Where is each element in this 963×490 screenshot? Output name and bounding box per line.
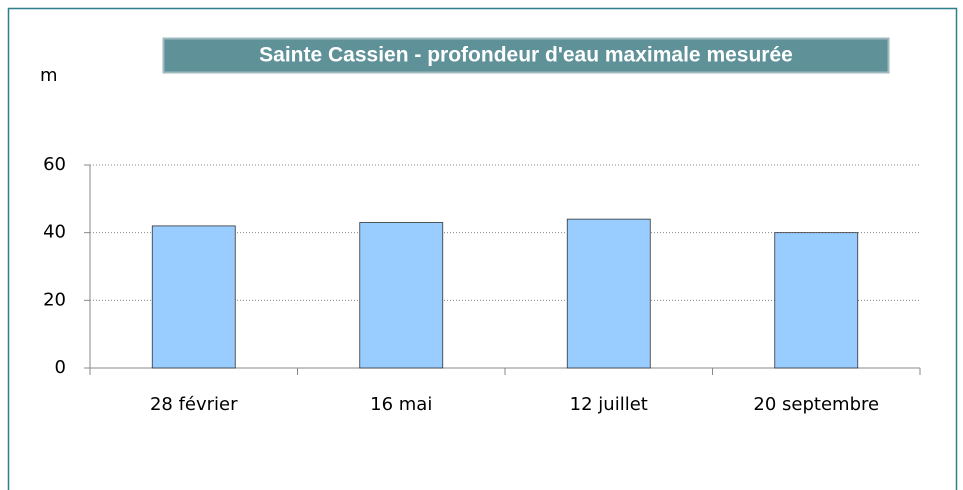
x-tick-label: 20 septembre — [753, 394, 879, 415]
y-axis-label: m — [40, 65, 58, 86]
x-tick-label: 12 juillet — [570, 394, 648, 415]
y-tick-label: 60 — [43, 154, 66, 175]
x-tick-label: 16 mai — [370, 394, 432, 415]
title-box — [162, 37, 890, 74]
y-tick-label: 40 — [43, 222, 66, 243]
y-tick-label: 0 — [55, 357, 66, 378]
y-tick-label: 20 — [43, 289, 66, 310]
chart-title: Sainte Cassien - profondeur d'eau maxima… — [259, 44, 793, 67]
bar — [359, 222, 444, 369]
x-tick-label: 28 février — [150, 394, 238, 415]
bar — [774, 232, 859, 369]
bar — [566, 218, 651, 369]
bar — [151, 225, 236, 369]
